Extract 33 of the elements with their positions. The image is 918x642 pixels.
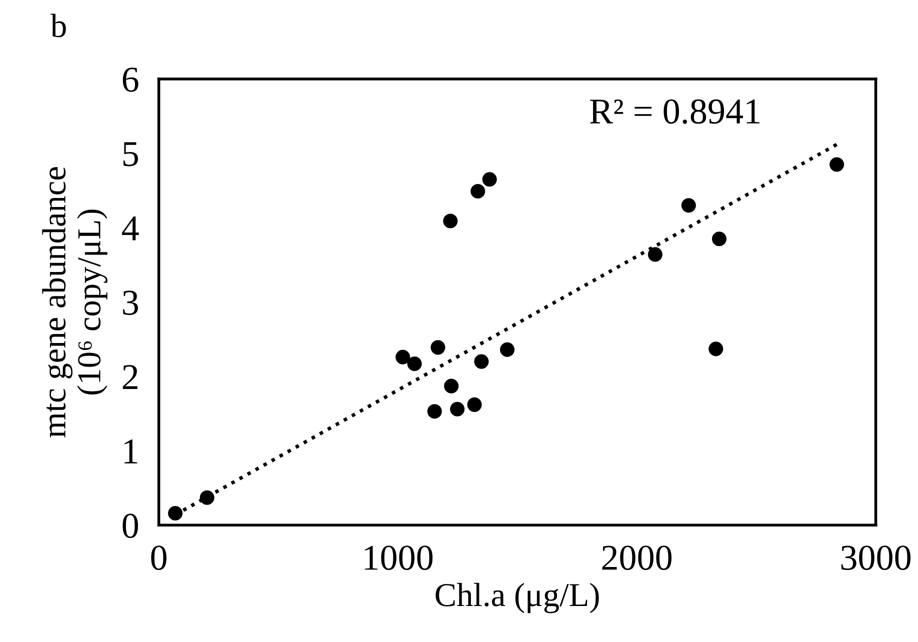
point	[396, 350, 410, 364]
y-tick-label: 4	[122, 216, 139, 240]
x-tick-label: 3000	[841, 546, 911, 570]
point	[168, 506, 183, 521]
point	[470, 184, 486, 199]
point	[407, 356, 422, 372]
y-axis-title: mtc gene abundance (10⁶ copy/μL)	[42, 167, 108, 438]
point	[467, 397, 482, 412]
x-tick-label: 1000	[364, 546, 433, 570]
point	[681, 198, 696, 213]
y-tick-label: 6	[122, 68, 138, 92]
point	[712, 232, 727, 246]
x-tick-label: 2000	[602, 546, 672, 570]
point	[450, 402, 465, 416]
point	[443, 214, 458, 228]
point	[427, 404, 442, 419]
point	[708, 342, 724, 356]
point	[830, 157, 844, 172]
point	[648, 247, 662, 262]
x-axis-title: Chl.a (μg/L)	[436, 582, 599, 614]
y-tick-label: 2	[122, 365, 138, 389]
point	[444, 378, 459, 394]
y-tick-label: 0	[122, 514, 138, 538]
point	[430, 340, 446, 355]
point	[482, 172, 497, 187]
y-tick-label: 3	[123, 290, 138, 315]
point	[474, 354, 489, 369]
y-tick-label: 1	[124, 439, 138, 464]
annotation: R² = 0.8941	[590, 99, 760, 124]
y-tick-label: 5	[123, 142, 138, 166]
x-tick-label: 0	[151, 546, 166, 570]
point	[500, 342, 515, 357]
text: b	[50, 14, 66, 38]
